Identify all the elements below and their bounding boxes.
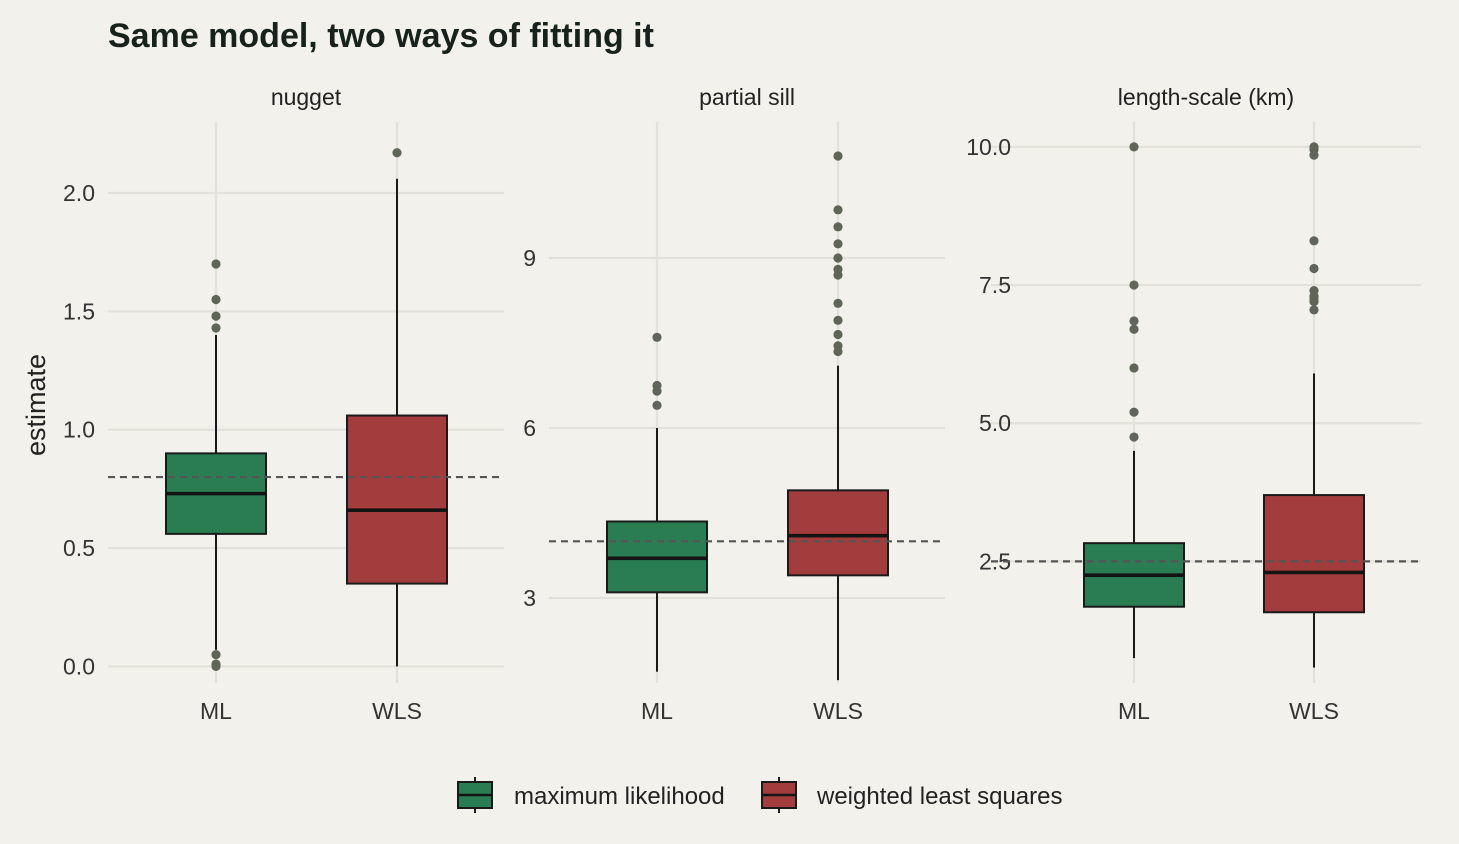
outlier-point [1309,297,1319,307]
outlier-point [833,315,843,325]
outlier-point [1129,363,1139,373]
legend: maximum likelihood weighted least squares [457,777,1062,813]
outlier-point [833,151,843,161]
y-tick-label: 7.5 [979,272,1011,298]
outlier-point [833,253,843,263]
y-tick-label: 1.5 [63,298,95,324]
x-tick-label: ML [200,698,232,724]
outlier-point [1129,324,1139,334]
chart-title: Same model, two ways of fitting it [108,17,654,55]
y-tick-label: 0.5 [63,535,95,561]
outlier-point [833,270,843,280]
outlier-point [1309,150,1319,160]
outlier-point [1129,432,1139,442]
outlier-point [833,298,843,308]
outlier-point [211,259,221,269]
outlier-point [1129,280,1139,290]
outlier-point [1309,305,1319,315]
y-tick-label: 5.0 [979,410,1011,436]
panel-length-scale: length-scale (km)2.55.07.510.0ML WLS [966,84,1421,724]
outlier-point [211,311,221,321]
outlier-point [1309,263,1319,274]
panel-nugget: nugget 0.0 0.5 1.0 1.5 2.0 ML WLS [63,84,504,724]
outlier-point [211,661,221,672]
y-tick-label: 1.0 [63,417,95,443]
y-tick-label: 0.0 [63,653,95,679]
y-tick-label: 10.0 [966,134,1011,160]
outlier-point [833,346,843,357]
outlier-point [833,205,843,215]
strip-label: partial sill [699,84,795,110]
legend-label: weighted least squares [816,783,1062,810]
outlier-point [1129,316,1139,326]
outlier-point [1309,236,1319,246]
x-tick-label: WLS [1289,698,1339,724]
y-tick-label: 3 [523,585,536,611]
legend-item-ml: maximum likelihood [457,777,725,813]
panel-partial: partial sill 3 6 9 ML WLS [523,84,945,724]
outlier-point [211,294,221,305]
box-ml [606,332,708,672]
y-tick-label: 2.0 [63,180,95,206]
outlier-point [833,239,843,249]
box-body [346,414,448,585]
box-wls [346,148,448,667]
y-axis-label: estimate [21,354,51,456]
box-body [1263,494,1365,614]
x-tick-label: WLS [813,698,863,724]
box-body [787,489,889,577]
strip-label: nugget [271,84,342,110]
outlier-point [833,222,843,232]
box-ml [1083,142,1185,659]
outlier-point [1129,142,1139,152]
strip-label: length-scale (km) [1118,84,1294,110]
legend-label: maximum likelihood [514,783,725,810]
y-tick-label: 6 [523,415,536,441]
legend-item-wls: weighted least squares [761,777,1062,813]
outlier-point [652,400,662,410]
outlier-point [211,323,221,333]
box-wls [787,151,889,681]
y-tick-label: 9 [523,245,536,271]
outlier-point [652,332,662,342]
box-ml [165,259,267,672]
outlier-point [833,329,843,340]
outlier-point [652,386,662,396]
x-tick-label: ML [1118,698,1150,724]
x-tick-label: WLS [372,698,422,724]
outlier-point [1129,407,1139,417]
outlier-point [392,148,402,158]
x-tick-label: ML [641,698,673,724]
box-wls [1263,142,1365,668]
facet-panels: nugget 0.0 0.5 1.0 1.5 2.0 ML WLS partial sill 3 6… [63,84,1421,724]
outlier-point [211,649,221,660]
